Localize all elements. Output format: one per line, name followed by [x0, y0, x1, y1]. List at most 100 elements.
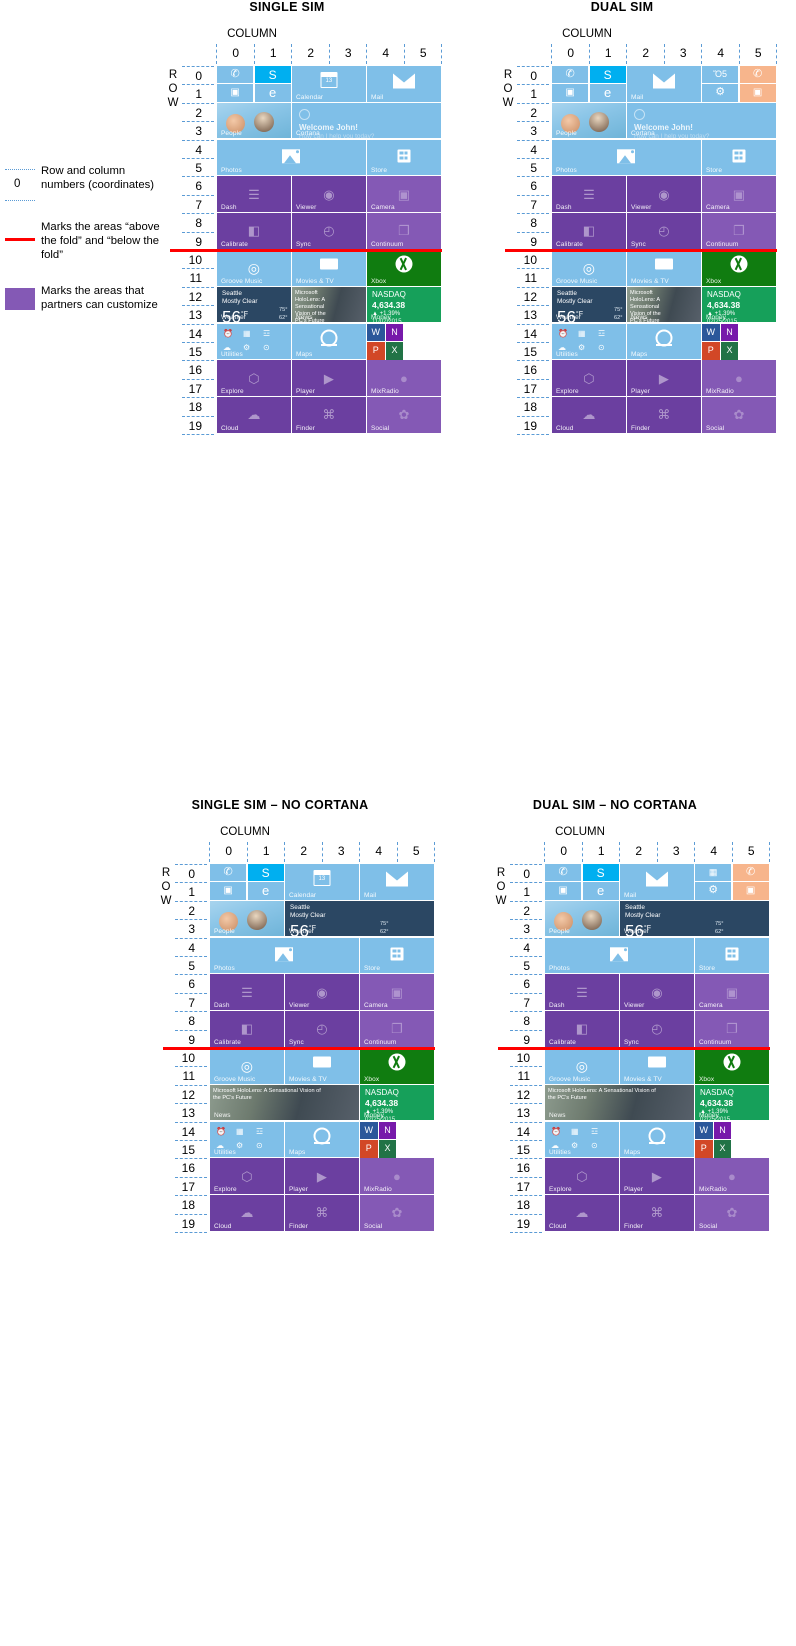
tile-office-excel[interactable]: X — [713, 1140, 732, 1158]
tile-camera[interactable]: ▣ Camera — [360, 974, 434, 1010]
tile-explore[interactable]: ⬡ Explore — [217, 360, 291, 396]
tile-people[interactable]: People — [552, 102, 626, 139]
tile-office-powerpoint[interactable]: P — [367, 342, 385, 360]
tile-weather[interactable]: Seattle Mostly Clear 56°F 75° 62° Weather — [217, 286, 291, 323]
tile-continuum[interactable]: ❐ Continuum — [360, 1011, 434, 1047]
tile-mail[interactable]: Mail — [620, 864, 694, 900]
tile-utilities[interactable]: ⏰ ▦ ☲ ☁ ⚙ ⊙ Utilities — [217, 323, 291, 360]
tile-skype[interactable]: S — [247, 864, 284, 882]
tile-player[interactable]: ▶ Player — [285, 1158, 359, 1194]
tile-finder[interactable]: ⌘ Finder — [292, 397, 366, 433]
tile-photos[interactable]: Photos — [210, 937, 359, 974]
tile-office-onenote[interactable]: N — [378, 1121, 397, 1140]
tile-messaging-2[interactable]: ▣ — [739, 84, 776, 102]
tile-phone[interactable]: ✆ — [552, 66, 589, 84]
tile-office-powerpoint[interactable]: P — [695, 1140, 713, 1158]
tile-dash[interactable]: ☰ Dash — [217, 176, 291, 212]
tile-explore[interactable]: ⬡ Explore — [552, 360, 626, 396]
tile-edge[interactable]: e — [582, 882, 619, 900]
tile-viewer[interactable]: ◉ Viewer — [627, 176, 701, 212]
tile-groove-music[interactable]: ◎ Groove Music — [552, 250, 626, 286]
tile-people[interactable]: People — [217, 102, 291, 139]
tile-groove-music[interactable]: ◎ Groove Music — [217, 250, 291, 286]
tile-explore[interactable]: ⬡ Explore — [545, 1158, 619, 1194]
tile-dash[interactable]: ☰ Dash — [552, 176, 626, 212]
tile-people[interactable]: People — [545, 900, 619, 937]
tile-continuum[interactable]: ❐ Continuum — [367, 213, 441, 249]
tile-money[interactable]: NASDAQ 4,634.38 ▲ +1.39% 02/25/2015 Money — [695, 1084, 769, 1121]
tile-camera[interactable]: ▣ Camera — [702, 176, 776, 212]
tile-movies-tv[interactable]: Movies & TV — [285, 1048, 359, 1084]
tile-social[interactable]: ✿ Social — [360, 1195, 434, 1231]
tile-office-powerpoint[interactable]: P — [360, 1140, 378, 1158]
tile-mail[interactable]: Mail — [627, 66, 701, 102]
tile-phone[interactable]: ✆ — [217, 66, 254, 84]
tile-store[interactable]: Store — [367, 139, 441, 176]
tile-camera[interactable]: ▣ Camera — [367, 176, 441, 212]
tile-calibrate[interactable]: ◧ Calibrate — [217, 213, 291, 249]
tile-finder[interactable]: ⌘ Finder — [627, 397, 701, 433]
tile-messaging[interactable]: ▣ — [552, 84, 589, 102]
tile-player[interactable]: ▶ Player — [292, 360, 366, 396]
tile-office-excel[interactable]: X — [378, 1140, 397, 1158]
tile-movies-tv[interactable]: Movies & TV — [627, 250, 701, 286]
tile-viewer[interactable]: ◉ Viewer — [620, 974, 694, 1010]
tile-finder[interactable]: ⌘ Finder — [285, 1195, 359, 1231]
tile-store[interactable]: Store — [360, 937, 434, 974]
tile-mail[interactable]: Mail — [367, 66, 441, 102]
tile-cloud[interactable]: ☁ Cloud — [210, 1195, 284, 1231]
tile-explore[interactable]: ⬡ Explore — [210, 1158, 284, 1194]
tile-xbox[interactable]: Xbox — [695, 1048, 769, 1084]
tile-calendar-small[interactable]: Ὄ5 — [702, 66, 739, 84]
tile-edge[interactable]: e — [254, 84, 291, 102]
tile-weather[interactable]: Seattle Mostly Clear 56°F 75° 62° Weather — [552, 286, 626, 323]
tile-sync[interactable]: ◴ Sync — [627, 213, 701, 249]
tile-mixradio[interactable]: ● MixRadio — [695, 1158, 769, 1194]
tile-news[interactable]: Microsoft HoloLens: A Sensational Vision… — [627, 286, 701, 323]
tile-movies-tv[interactable]: Movies & TV — [620, 1048, 694, 1084]
tile-messaging[interactable]: ▣ — [217, 84, 254, 102]
tile-office-word[interactable]: W — [360, 1121, 378, 1140]
tile-office-excel[interactable]: X — [720, 342, 739, 360]
tile-photos[interactable]: Photos — [545, 937, 694, 974]
tile-messaging[interactable]: ▣ — [210, 882, 247, 900]
tile-store[interactable]: Store — [695, 937, 769, 974]
tile-cloud[interactable]: ☁ Cloud — [552, 397, 626, 433]
tile-player[interactable]: ▶ Player — [620, 1158, 694, 1194]
tile-edge[interactable]: e — [589, 84, 626, 102]
tile-office-onenote[interactable]: N — [720, 323, 739, 342]
tile-cortana[interactable]: Welcome John! How can I help you today? Co… — [627, 102, 776, 139]
tile-utilities[interactable]: ⏰ ▦ ☲ ☁ ⚙ ⊙ Utilities — [552, 323, 626, 360]
tile-maps[interactable]: Maps — [285, 1121, 359, 1158]
tile-finder[interactable]: ⌘ Finder — [620, 1195, 694, 1231]
tile-camera[interactable]: ▣ Camera — [695, 974, 769, 1010]
tile-utilities[interactable]: ⏰ ▦ ☲ ☁ ⚙ ⊙ Utilities — [210, 1121, 284, 1158]
tile-sync[interactable]: ◴ Sync — [292, 213, 366, 249]
tile-photos[interactable]: Photos — [552, 139, 701, 176]
tile-skype[interactable]: S — [589, 66, 626, 84]
tile-office-excel[interactable]: X — [385, 342, 404, 360]
tile-cloud[interactable]: ☁ Cloud — [545, 1195, 619, 1231]
tile-phone[interactable]: ✆ — [210, 864, 247, 882]
tile-skype[interactable]: S — [582, 864, 619, 882]
tile-continuum[interactable]: ❐ Continuum — [702, 213, 776, 249]
tile-xbox[interactable]: Xbox — [360, 1048, 434, 1084]
tile-viewer[interactable]: ◉ Viewer — [292, 176, 366, 212]
tile-money[interactable]: NASDAQ 4,634.38 ▲ +1.39% 02/25/2015 Money — [360, 1084, 434, 1121]
tile-mixradio[interactable]: ● MixRadio — [702, 360, 776, 396]
tile-sync[interactable]: ◴ Sync — [620, 1011, 694, 1047]
tile-cloud[interactable]: ☁ Cloud — [217, 397, 291, 433]
tile-people[interactable]: People — [210, 900, 284, 937]
tile-money[interactable]: NASDAQ 4,634.38 ▲ +1.39% 02/25/2015 Money — [702, 286, 776, 323]
tile-settings[interactable]: ⚙ — [702, 84, 739, 102]
tile-xbox[interactable]: Xbox — [702, 250, 776, 286]
tile-settings[interactable]: ⚙ — [695, 882, 732, 900]
tile-calendar[interactable]: 13 Calendar — [292, 66, 366, 102]
tile-office-onenote[interactable]: N — [713, 1121, 732, 1140]
tile-money[interactable]: NASDAQ 4,634.38 ▲ +1.39% 11/02/2015 Money — [367, 286, 441, 323]
tile-calendar-small[interactable]: ▦ — [695, 864, 732, 882]
tile-phone-2[interactable]: ✆ — [739, 66, 776, 84]
tile-groove-music[interactable]: ◎ Groove Music — [545, 1048, 619, 1084]
tile-utilities[interactable]: ⏰ ▦ ☲ ☁ ⚙ ⊙ Utilities — [545, 1121, 619, 1158]
